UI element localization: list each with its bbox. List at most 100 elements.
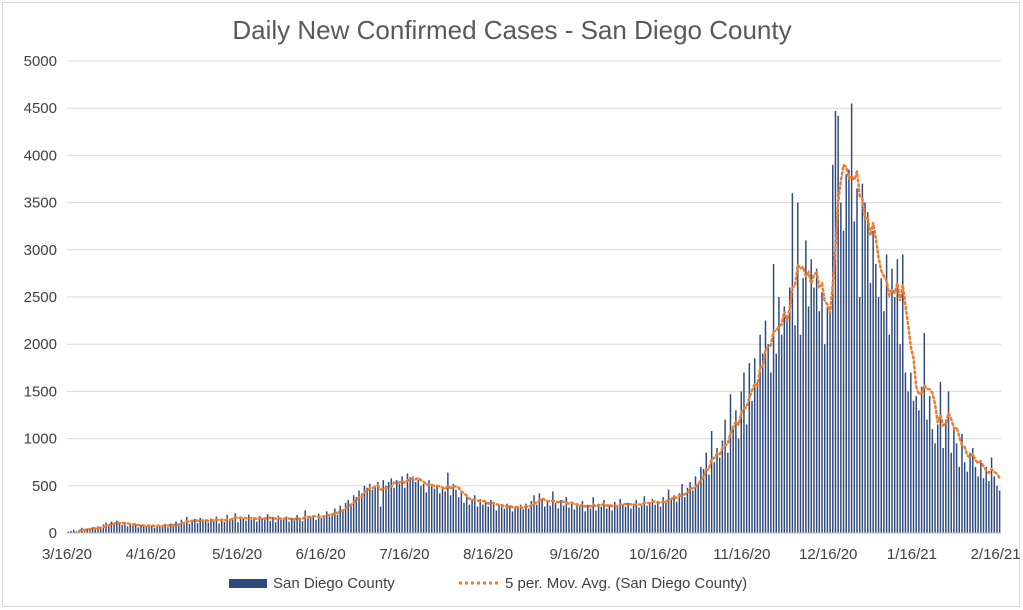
bar — [826, 306, 829, 533]
bar — [323, 515, 325, 533]
bar — [118, 523, 121, 533]
bar — [468, 504, 471, 533]
bar — [608, 504, 611, 533]
bar — [231, 517, 234, 533]
bar — [151, 525, 153, 533]
bar — [465, 497, 468, 533]
bar — [285, 516, 288, 533]
bar — [883, 311, 885, 533]
bar — [732, 429, 734, 533]
bar — [667, 489, 670, 533]
bar — [498, 504, 500, 533]
bar — [735, 410, 737, 533]
bar — [624, 506, 627, 533]
bar — [904, 372, 907, 533]
bar — [428, 480, 430, 533]
bar — [592, 497, 594, 533]
bar — [105, 522, 107, 533]
bar — [589, 508, 592, 533]
x-tick-label: 10/16/20 — [629, 546, 687, 563]
bar — [603, 499, 605, 533]
bar — [740, 391, 742, 533]
bar — [452, 483, 454, 533]
bar — [926, 419, 928, 533]
bar — [560, 499, 562, 533]
bar — [307, 518, 309, 533]
bar — [584, 511, 586, 533]
bar — [896, 259, 899, 533]
bar — [457, 497, 460, 533]
bar — [762, 353, 764, 533]
bar — [202, 521, 204, 533]
bar — [269, 520, 271, 533]
y-axis-ticks: 0 500 1000 1500 2000 2500 3000 3500 4000 4500 5000 — [24, 53, 57, 542]
bar — [422, 483, 425, 533]
bar — [834, 111, 837, 533]
bar — [169, 523, 172, 533]
bar — [955, 443, 958, 533]
bar — [799, 334, 802, 533]
bar — [522, 509, 524, 533]
bar — [293, 520, 296, 533]
bar — [562, 505, 565, 533]
bar — [110, 521, 113, 533]
bar — [495, 510, 498, 533]
bar — [126, 526, 129, 533]
bar — [646, 505, 648, 533]
bar — [783, 306, 786, 533]
bar — [705, 452, 707, 533]
bar — [597, 503, 600, 533]
bar — [404, 487, 406, 533]
bar — [474, 495, 476, 533]
bar — [116, 520, 118, 533]
bar — [996, 485, 998, 533]
bar — [969, 452, 971, 533]
bar — [977, 476, 979, 533]
bar — [266, 514, 269, 533]
bar — [885, 254, 888, 533]
bar — [94, 527, 96, 533]
bar — [282, 519, 285, 533]
y-tick-label: 2500 — [24, 289, 57, 306]
bar — [791, 193, 794, 533]
bar — [729, 394, 732, 533]
bar — [856, 188, 858, 533]
bar — [455, 489, 457, 533]
bar — [180, 519, 183, 533]
bar — [514, 506, 516, 533]
bar — [605, 508, 608, 533]
bar — [805, 240, 807, 534]
bar — [142, 525, 145, 533]
bar — [482, 504, 484, 533]
bar — [579, 506, 581, 533]
bar — [221, 519, 223, 533]
bar — [595, 510, 597, 533]
bar — [441, 487, 444, 533]
x-tick-label: 4/16/20 — [126, 546, 176, 563]
bar — [509, 505, 511, 533]
x-tick-label: 3/16/20 — [42, 546, 92, 563]
bar — [802, 278, 804, 533]
bar — [632, 503, 635, 533]
bar — [379, 506, 382, 533]
bar — [159, 526, 161, 533]
y-tick-label: 0 — [49, 525, 57, 542]
bar — [554, 502, 557, 533]
bar — [312, 515, 315, 533]
bar — [775, 353, 777, 533]
bar — [549, 505, 551, 533]
bar — [665, 502, 667, 533]
bar — [915, 396, 917, 533]
bar — [366, 487, 368, 533]
y-tick-label: 2000 — [24, 336, 57, 353]
bar — [218, 523, 220, 533]
x-tick-label: 8/16/20 — [463, 546, 513, 563]
moving-average-line — [77, 162, 1001, 533]
bar — [670, 499, 673, 533]
bar — [360, 493, 363, 533]
bar — [627, 502, 629, 533]
bar — [484, 501, 487, 533]
bar — [129, 523, 131, 533]
bar — [907, 391, 909, 533]
x-tick-label: 12/16/20 — [799, 546, 857, 563]
